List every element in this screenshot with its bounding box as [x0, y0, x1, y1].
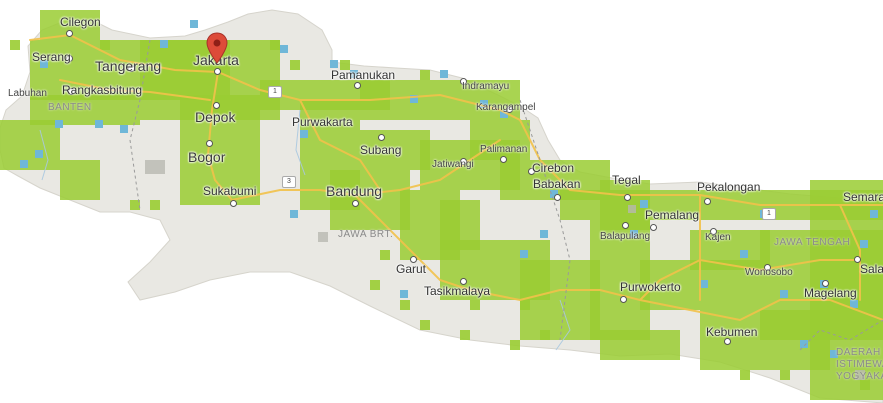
city-dot-salatiga: [854, 256, 861, 263]
city-dot-subang: [378, 134, 385, 141]
city-label-pemalang: Pemalang: [645, 208, 700, 222]
city-label-pekalongan: Pekalongan: [697, 180, 761, 194]
city-dot-cirebon: [528, 168, 535, 175]
coverage-alt-layer: [20, 20, 878, 358]
road-shield: 3: [282, 176, 296, 188]
province-borders: [129, 39, 883, 351]
city-label-tangerang: Tangerang: [95, 58, 162, 74]
city-dot-babakan: [554, 194, 561, 201]
road-shield: 1: [762, 208, 776, 220]
city-dot-serang: [66, 55, 73, 62]
city-dot-pemalang: [650, 224, 657, 231]
region-label-diy-line2: ISTIMEWA: [836, 359, 883, 370]
city-label-garut: Garut: [396, 262, 427, 276]
city-label-bogor: Bogor: [188, 149, 226, 165]
region-label-diy-line1: DAERAH: [836, 347, 881, 358]
city-dot-balapulang: [622, 222, 629, 229]
region-label-jawa-barat: JAWA BRT.: [338, 229, 394, 240]
city-label-kebumen: Kebumen: [706, 325, 758, 339]
city-label-wonosobo: Wonosobo: [745, 267, 793, 278]
city-dot-purwokerto: [620, 296, 627, 303]
urban-areas: [145, 160, 865, 380]
city-label-semarang: Semara: [843, 190, 883, 204]
city-dot-garut: [410, 256, 417, 263]
city-dot-bogor: [206, 140, 213, 147]
city-label-magelang: Magelang: [804, 286, 857, 300]
city-dot-palimanan: [500, 156, 507, 163]
city-label-balapulang: Balapulang: [600, 231, 651, 242]
map-pin-icon[interactable]: [206, 32, 228, 64]
city-dot-bandung: [352, 200, 359, 207]
city-dot-pekalongan: [704, 198, 711, 205]
city-dot-tegal: [624, 194, 631, 201]
city-label-salatiga: Sala: [860, 262, 883, 276]
city-dot-depok: [213, 102, 220, 109]
city-dot-jatiwangi: [460, 158, 467, 165]
city-dot-kebumen: [724, 338, 731, 345]
city-dot-indramayu: [460, 78, 467, 85]
city-dot-rangkasbitung: [68, 88, 75, 95]
coverage-scatter: [10, 40, 870, 390]
city-dot-tasikmalaya: [460, 278, 467, 285]
road-shield: 1: [268, 86, 282, 98]
city-label-tegal: Tegal: [612, 173, 641, 187]
city-dot-pamanukan: [354, 82, 361, 89]
city-label-rangkasbitung: Rangkasbitung: [62, 83, 143, 97]
city-label-jatiwangi: Jatiwangi: [432, 159, 474, 170]
city-label-pamanukan: Pamanukan: [331, 68, 396, 82]
city-label-purwokerto: Purwokerto: [620, 280, 681, 294]
city-label-indramayu: Indramayu: [462, 81, 510, 92]
city-dot-wonosobo: [764, 264, 771, 271]
city-label-kajen: Kajen: [705, 232, 731, 243]
city-dot-tangerang: [128, 65, 135, 72]
city-label-babakan: Babakan: [533, 177, 581, 191]
city-dot-jakarta: [214, 68, 221, 75]
road-network: [29, 33, 883, 322]
city-dot-cilegon: [66, 30, 73, 37]
city-label-purwakarta: Purwakarta: [292, 115, 353, 129]
city-label-sukabumi: Sukabumi: [203, 184, 257, 198]
city-label-palimanan: Palimanan: [480, 144, 528, 155]
city-label-tasikmalaya: Tasikmalaya: [424, 284, 491, 298]
region-label-banten: BANTEN: [48, 102, 92, 113]
city-dot-magelang: [822, 280, 829, 287]
region-label-diy-line3: YOGYAKAR: [836, 371, 883, 382]
city-label-cilegon: Cilegon: [60, 15, 101, 29]
city-label-karangampel: Karangampel: [476, 102, 536, 113]
city-label-cirebon: Cirebon: [532, 161, 575, 175]
city-dot-kajen: [710, 228, 717, 235]
region-label-jawa-tengah: JAWA TENGAH: [774, 237, 851, 248]
city-dot-karangampel: [506, 106, 513, 113]
city-label-labuhan: Labuhan: [8, 88, 47, 99]
city-dot-sukabumi: [230, 200, 237, 207]
city-label-serang: Serang: [32, 50, 71, 64]
city-label-bandung: Bandung: [326, 183, 383, 199]
city-label-depok: Depok: [195, 109, 236, 125]
city-label-subang: Subang: [360, 143, 402, 157]
